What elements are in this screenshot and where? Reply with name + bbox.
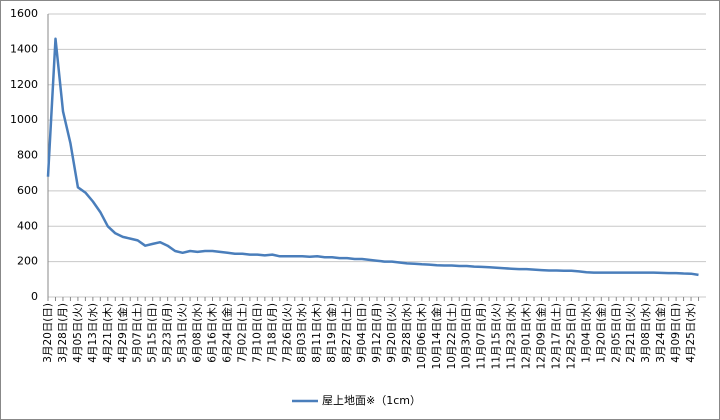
x-tick-label: 4月05日(火) [72,303,84,363]
x-tick-label: 3月28日(月) [57,303,69,363]
x-tick-label: 9月20日(火) [386,303,398,363]
y-tick-label: 800 [17,149,38,162]
x-tick-label: 6月16日(木) [207,303,219,363]
y-tick-label: 600 [17,184,38,197]
x-tick-label: 10月30日(日) [461,303,473,369]
legend-label: 屋上地面※（1cm） [322,394,421,407]
x-tick-label: 8月19日(金) [325,303,338,363]
x-tick-label: 8月27日(土) [340,303,353,363]
y-tick-label: 1200 [10,78,38,91]
x-tick-label: 3月08日(水) [640,303,652,363]
x-tick-label: 4月25日(水) [685,303,697,363]
y-tick-label: 0 [31,290,38,303]
x-tick-label: 12月09日(金) [535,303,548,369]
x-tick-label: 5月31日(火) [177,303,189,363]
x-tick-label: 9月28日(水) [401,303,413,363]
x-tick-label: 5月15日(日) [147,303,159,363]
x-tick-label: 4月09日(日) [670,303,682,363]
x-tick-label: 7月18日(月) [266,303,278,363]
x-tick-label: 2月05日(日) [610,303,622,363]
x-tick-label: 11月23日(水) [506,303,518,369]
x-tick-label: 7月26日(火) [281,303,293,363]
x-tick-label: 12月01日(木) [521,303,533,369]
line-series [46,37,699,277]
x-tick-label: 4月13日(水) [87,303,99,363]
x-tick-label: 7月02日(土) [235,303,248,363]
y-tick-label: 1400 [10,42,38,55]
x-tick-label: 6月08日(水) [192,303,204,363]
x-tick-label: 4月21日(木) [102,303,114,363]
x-tick-label: 8月03日(水) [296,303,308,363]
x-tick-label: 12月25日(日) [565,303,577,369]
x-tick-label: 11月15日(火) [491,303,503,369]
x-tick-label: 1月04日(水) [580,303,592,363]
x-tick-label: 11月07日(月) [476,303,488,369]
x-tick-label: 2月21日(火) [625,303,637,363]
x-tick-label: 12月17日(土) [549,303,562,369]
x-tick-label: 3月24日(金) [654,303,667,363]
x-tick-label: 9月04日(日) [356,303,368,363]
x-tick-label: 10月06日(木) [416,303,428,369]
x-tick-label: 1月20日(金) [594,303,607,363]
x-tick-label: 5月07日(土) [131,303,144,363]
x-tick-label: 6月24日(金) [220,303,233,363]
x-tick-label: 9月12日(月) [371,303,383,363]
y-tick-label: 200 [17,255,38,268]
x-tick-label: 10月22日(土) [445,303,458,369]
x-tick-label: 10月14日(金) [430,303,443,369]
x-tick-label: 5月23日(月) [162,303,174,363]
y-tick-label: 1600 [10,7,38,20]
y-tick-label: 400 [17,219,38,232]
y-tick-label: 1000 [10,113,38,126]
x-tick-label: 8月11日(木) [311,303,323,363]
x-tick-label: 3月20日(日) [42,303,54,363]
x-tick-label: 4月29日(金) [116,303,129,363]
x-tick-label: 7月10日(日) [251,303,263,363]
